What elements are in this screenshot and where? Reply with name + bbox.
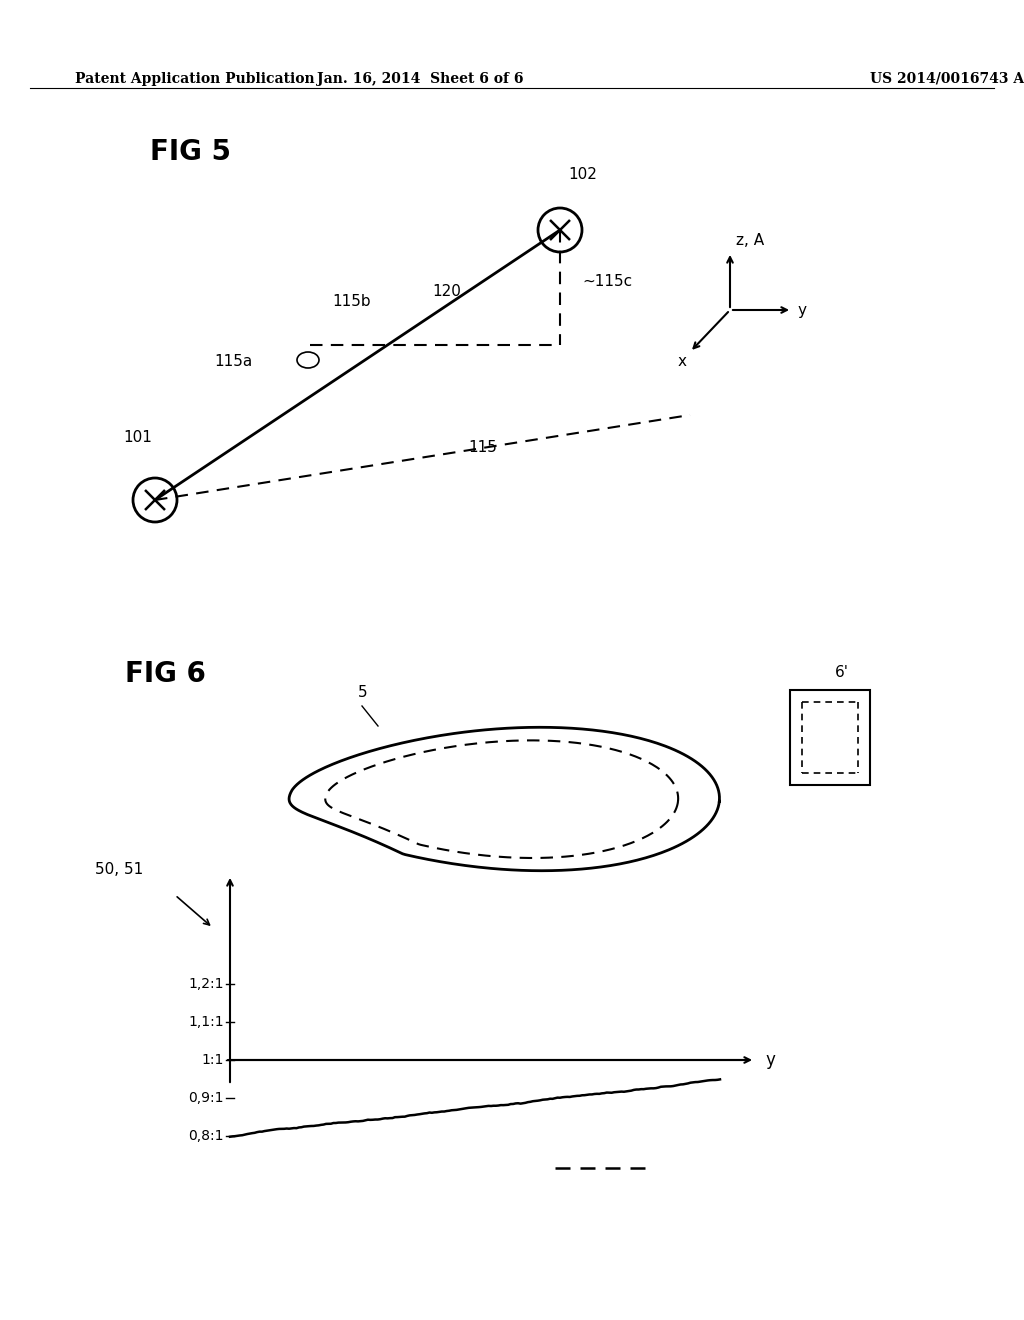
Text: 0,9:1: 0,9:1 [188,1092,224,1105]
Text: 5: 5 [358,685,368,700]
Text: x: x [678,355,687,370]
Text: y: y [765,1051,775,1069]
Text: 115: 115 [468,441,497,455]
Text: y: y [798,302,807,318]
Text: Jan. 16, 2014  Sheet 6 of 6: Jan. 16, 2014 Sheet 6 of 6 [316,73,523,86]
Text: 101: 101 [123,430,152,445]
Text: 1,2:1: 1,2:1 [188,977,224,991]
Text: 102: 102 [568,168,597,182]
Text: FIG 6: FIG 6 [125,660,206,688]
Text: z, A: z, A [736,234,764,248]
Text: 6': 6' [835,665,849,680]
Text: US 2014/0016743 A1: US 2014/0016743 A1 [870,73,1024,86]
Text: FIG 5: FIG 5 [150,139,231,166]
Text: 50, 51: 50, 51 [95,862,143,878]
Text: Patent Application Publication: Patent Application Publication [75,73,314,86]
Text: 115b: 115b [332,294,371,309]
Text: 120: 120 [432,285,461,300]
Text: 1:1: 1:1 [202,1053,224,1067]
Text: 115a: 115a [215,355,253,370]
Text: 0,8:1: 0,8:1 [188,1129,224,1143]
Text: ~115c: ~115c [582,275,632,289]
Text: 1,1:1: 1,1:1 [188,1015,224,1030]
Bar [790,690,870,785]
